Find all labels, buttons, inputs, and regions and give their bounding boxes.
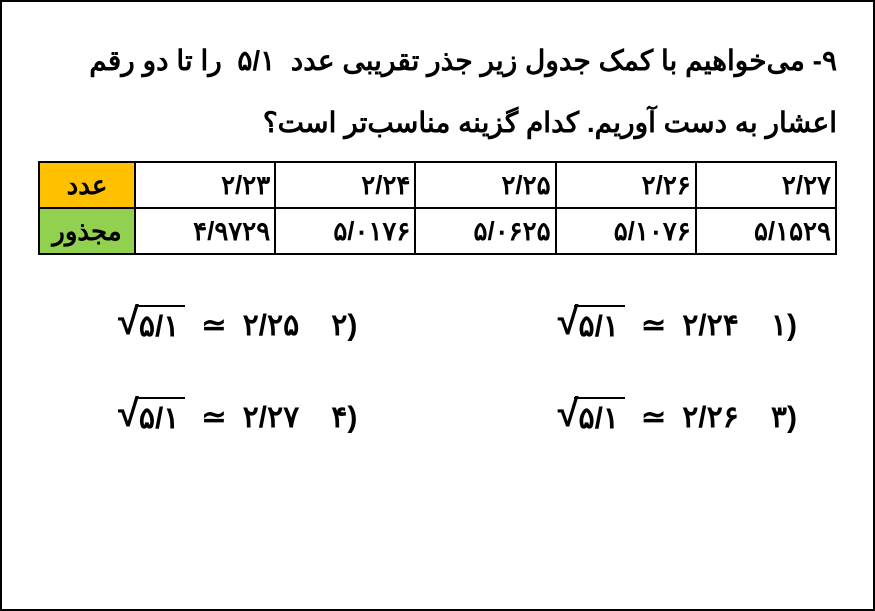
sqrt-expression: √ ۵/۱ bbox=[118, 305, 185, 345]
radicand: ۵/۱ bbox=[135, 397, 186, 437]
radical-icon: √ bbox=[558, 303, 579, 341]
sqrt-expression: √ ۵/۱ bbox=[118, 397, 185, 437]
radicand: ۵/۱ bbox=[574, 397, 625, 437]
radicand: ۵/۱ bbox=[135, 305, 186, 345]
option-label: (۴ bbox=[331, 400, 357, 435]
option-4: √ ۵/۱ ≃ ۲/۲۷ (۴ bbox=[118, 397, 357, 437]
option-2: √ ۵/۱ ≃ ۲/۲۵ (۲ bbox=[118, 305, 357, 345]
option-label: (۲ bbox=[331, 308, 357, 343]
cell-square: ۵/۱۵۲۹ bbox=[696, 208, 836, 254]
option-3: √ ۵/۱ ≃ ۲/۲۶ (۳ bbox=[558, 397, 797, 437]
cell-square: ۵/۰۶۲۵ bbox=[415, 208, 555, 254]
radical-icon: √ bbox=[118, 303, 139, 341]
cell-number: ۲/۲۳ bbox=[135, 162, 275, 208]
approx-symbol: ≃ bbox=[635, 400, 672, 435]
radicand: ۵/۱ bbox=[574, 305, 625, 345]
cell-number: ۲/۲۶ bbox=[556, 162, 696, 208]
option-value: ۲/۲۷ bbox=[243, 400, 300, 435]
option-label: (۱ bbox=[771, 308, 797, 343]
cell-square: ۵/۱۰۷۶ bbox=[556, 208, 696, 254]
table-row: مجذور ۴/۹۷۲۹ ۵/۰۱۷۶ ۵/۰۶۲۵ ۵/۱۰۷۶ ۵/۱۵۲۹ bbox=[39, 208, 836, 254]
options-row: √ ۵/۱ ≃ ۲/۲۷ (۴ √ ۵/۱ ≃ ۲/۲۶ (۳ bbox=[118, 397, 797, 437]
header-square: مجذور bbox=[39, 208, 135, 254]
page-container: ۹- می‌خواهیم با کمک جدول زیر جذر تقریبی … bbox=[0, 0, 875, 611]
cell-number: ۲/۲۴ bbox=[275, 162, 415, 208]
question-text: ۹- می‌خواهیم با کمک جدول زیر جذر تقریبی … bbox=[38, 30, 837, 153]
options-row: √ ۵/۱ ≃ ۲/۲۵ (۲ √ ۵/۱ ≃ ۲/۲۴ (۱ bbox=[118, 305, 797, 345]
data-table: عدد ۲/۲۳ ۲/۲۴ ۲/۲۵ ۲/۲۶ ۲/۲۷ مجذور ۴/۹۷۲… bbox=[38, 161, 837, 255]
options-container: √ ۵/۱ ≃ ۲/۲۵ (۲ √ ۵/۱ ≃ ۲/۲۴ (۱ √ bbox=[38, 305, 837, 437]
cell-number: ۲/۲۵ bbox=[415, 162, 555, 208]
sqrt-expression: √ ۵/۱ bbox=[558, 305, 625, 345]
approx-symbol: ≃ bbox=[635, 308, 672, 343]
cell-square: ۴/۹۷۲۹ bbox=[135, 208, 275, 254]
cell-number: ۲/۲۷ bbox=[696, 162, 836, 208]
option-value: ۲/۲۵ bbox=[243, 308, 300, 343]
radical-icon: √ bbox=[118, 395, 139, 433]
header-number: عدد bbox=[39, 162, 135, 208]
cell-square: ۵/۰۱۷۶ bbox=[275, 208, 415, 254]
approx-symbol: ≃ bbox=[195, 308, 232, 343]
option-value: ۲/۲۶ bbox=[682, 400, 739, 435]
sqrt-expression: √ ۵/۱ bbox=[558, 397, 625, 437]
radical-icon: √ bbox=[558, 395, 579, 433]
approx-symbol: ≃ bbox=[195, 400, 232, 435]
option-label: (۳ bbox=[771, 400, 797, 435]
table-row: عدد ۲/۲۳ ۲/۲۴ ۲/۲۵ ۲/۲۶ ۲/۲۷ bbox=[39, 162, 836, 208]
option-1: √ ۵/۱ ≃ ۲/۲۴ (۱ bbox=[558, 305, 797, 345]
option-value: ۲/۲۴ bbox=[682, 308, 739, 343]
